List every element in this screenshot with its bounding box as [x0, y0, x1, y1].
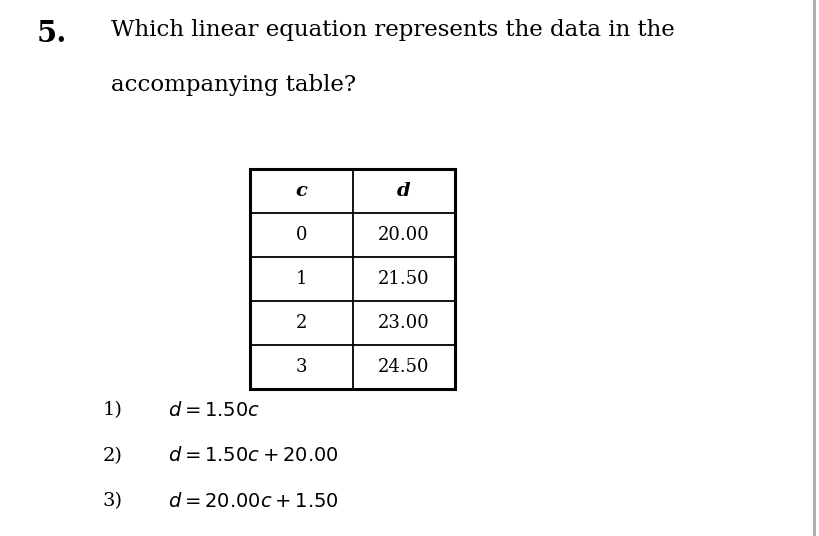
Text: 2: 2: [296, 314, 306, 332]
Text: Which linear equation represents the data in the: Which linear equation represents the dat…: [111, 19, 674, 41]
Text: 0: 0: [295, 226, 307, 244]
Text: $d = 1.50c + 20.00$: $d = 1.50c + 20.00$: [168, 446, 338, 465]
Text: 23.00: 23.00: [378, 314, 429, 332]
Text: 3: 3: [295, 358, 307, 376]
Text: d: d: [396, 182, 410, 200]
Text: $d = 1.50c$: $d = 1.50c$: [168, 400, 260, 420]
Text: 21.50: 21.50: [378, 270, 429, 288]
Bar: [250, 169, 455, 389]
Text: 2): 2): [102, 446, 122, 465]
Text: c: c: [295, 182, 307, 200]
Text: 24.50: 24.50: [378, 358, 429, 376]
Text: $d = 20.00c + 1.50$: $d = 20.00c + 1.50$: [168, 492, 338, 511]
Text: 5.: 5.: [37, 19, 67, 48]
Text: 1): 1): [102, 401, 122, 419]
Text: 1: 1: [295, 270, 307, 288]
Text: accompanying table?: accompanying table?: [111, 74, 355, 96]
Text: 3): 3): [102, 492, 122, 510]
Text: 20.00: 20.00: [378, 226, 429, 244]
